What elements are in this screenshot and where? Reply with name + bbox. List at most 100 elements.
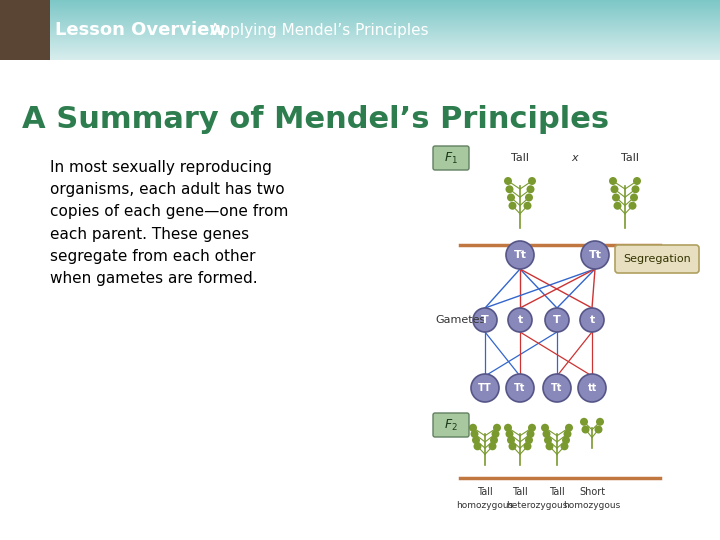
- Circle shape: [565, 424, 573, 432]
- Bar: [0, 1, 720, 2]
- Circle shape: [504, 177, 512, 185]
- Text: TT: TT: [478, 383, 492, 393]
- Text: Tt: Tt: [588, 250, 601, 260]
- Bar: [0, 46, 720, 48]
- Bar: [0, 18, 720, 19]
- Text: tt: tt: [588, 383, 597, 393]
- Circle shape: [507, 436, 515, 444]
- Text: $F_1$: $F_1$: [444, 151, 458, 166]
- Bar: [0, 32, 720, 33]
- Text: Segregation: Segregation: [623, 254, 691, 264]
- Circle shape: [508, 442, 516, 450]
- Circle shape: [488, 442, 497, 450]
- Bar: [0, 52, 720, 53]
- Bar: [0, 16, 720, 17]
- Circle shape: [595, 426, 603, 434]
- Circle shape: [596, 418, 604, 426]
- Bar: [0, 20, 720, 21]
- Bar: [0, 44, 720, 45]
- Bar: [0, 14, 720, 15]
- Bar: [0, 35, 720, 36]
- Bar: [0, 34, 720, 35]
- Text: t: t: [518, 315, 523, 325]
- Circle shape: [523, 442, 531, 450]
- Bar: [0, 45, 720, 46]
- Circle shape: [580, 418, 588, 426]
- Circle shape: [470, 430, 479, 438]
- Circle shape: [469, 424, 477, 432]
- Bar: [0, 0, 50, 60]
- Bar: [0, 51, 720, 52]
- Circle shape: [631, 185, 639, 193]
- Bar: [0, 12, 720, 13]
- Bar: [0, 27, 720, 28]
- Bar: [0, 8, 720, 9]
- Bar: [0, 13, 720, 14]
- Circle shape: [506, 374, 534, 402]
- Circle shape: [492, 430, 500, 438]
- Text: A Summary of Mendel’s Principles: A Summary of Mendel’s Principles: [22, 105, 609, 134]
- Circle shape: [543, 374, 571, 402]
- Bar: [0, 37, 720, 38]
- Bar: [0, 15, 720, 16]
- Bar: [0, 10, 720, 11]
- Circle shape: [582, 426, 590, 434]
- Circle shape: [612, 193, 620, 201]
- Bar: [0, 42, 720, 43]
- Circle shape: [508, 308, 532, 332]
- Bar: [0, 2, 720, 3]
- Text: t: t: [590, 315, 595, 325]
- Bar: [0, 9, 720, 10]
- FancyBboxPatch shape: [433, 413, 469, 437]
- Bar: [0, 49, 720, 50]
- Bar: [0, 17, 720, 18]
- Circle shape: [506, 241, 534, 269]
- Text: Tt: Tt: [514, 383, 526, 393]
- Circle shape: [544, 436, 552, 444]
- Circle shape: [580, 308, 604, 332]
- Circle shape: [609, 177, 617, 185]
- Circle shape: [526, 430, 534, 438]
- Bar: [0, 22, 720, 23]
- Circle shape: [564, 430, 572, 438]
- Bar: [0, 21, 720, 22]
- Bar: [0, 3, 720, 4]
- Text: Tall: Tall: [511, 153, 529, 163]
- Text: Tall: Tall: [512, 487, 528, 497]
- Bar: [0, 38, 720, 39]
- Circle shape: [528, 424, 536, 432]
- Bar: [0, 23, 720, 24]
- Circle shape: [560, 442, 569, 450]
- Circle shape: [546, 442, 554, 450]
- Bar: [0, 56, 720, 57]
- Circle shape: [490, 436, 498, 444]
- Text: homozygous: homozygous: [563, 501, 621, 510]
- Bar: [0, 55, 720, 56]
- Text: T: T: [553, 315, 561, 325]
- Bar: [0, 50, 720, 51]
- Bar: [0, 4, 720, 5]
- Text: Lesson Overview: Lesson Overview: [55, 21, 226, 39]
- Circle shape: [528, 177, 536, 185]
- Bar: [0, 29, 720, 30]
- Text: x: x: [572, 153, 578, 163]
- Circle shape: [526, 185, 534, 193]
- Bar: [0, 6, 720, 7]
- Circle shape: [613, 202, 621, 210]
- Circle shape: [523, 202, 531, 210]
- Circle shape: [629, 202, 636, 210]
- Text: Tt: Tt: [552, 383, 563, 393]
- Bar: [0, 53, 720, 55]
- Circle shape: [525, 193, 533, 201]
- Bar: [0, 7, 720, 8]
- Text: Tt: Tt: [513, 250, 526, 260]
- Bar: [0, 25, 720, 26]
- Bar: [0, 0, 720, 1]
- Circle shape: [471, 374, 499, 402]
- Circle shape: [542, 430, 551, 438]
- Circle shape: [504, 424, 512, 432]
- Circle shape: [630, 193, 638, 201]
- Bar: [0, 59, 720, 60]
- Text: Tall: Tall: [477, 487, 493, 497]
- Bar: [0, 24, 720, 25]
